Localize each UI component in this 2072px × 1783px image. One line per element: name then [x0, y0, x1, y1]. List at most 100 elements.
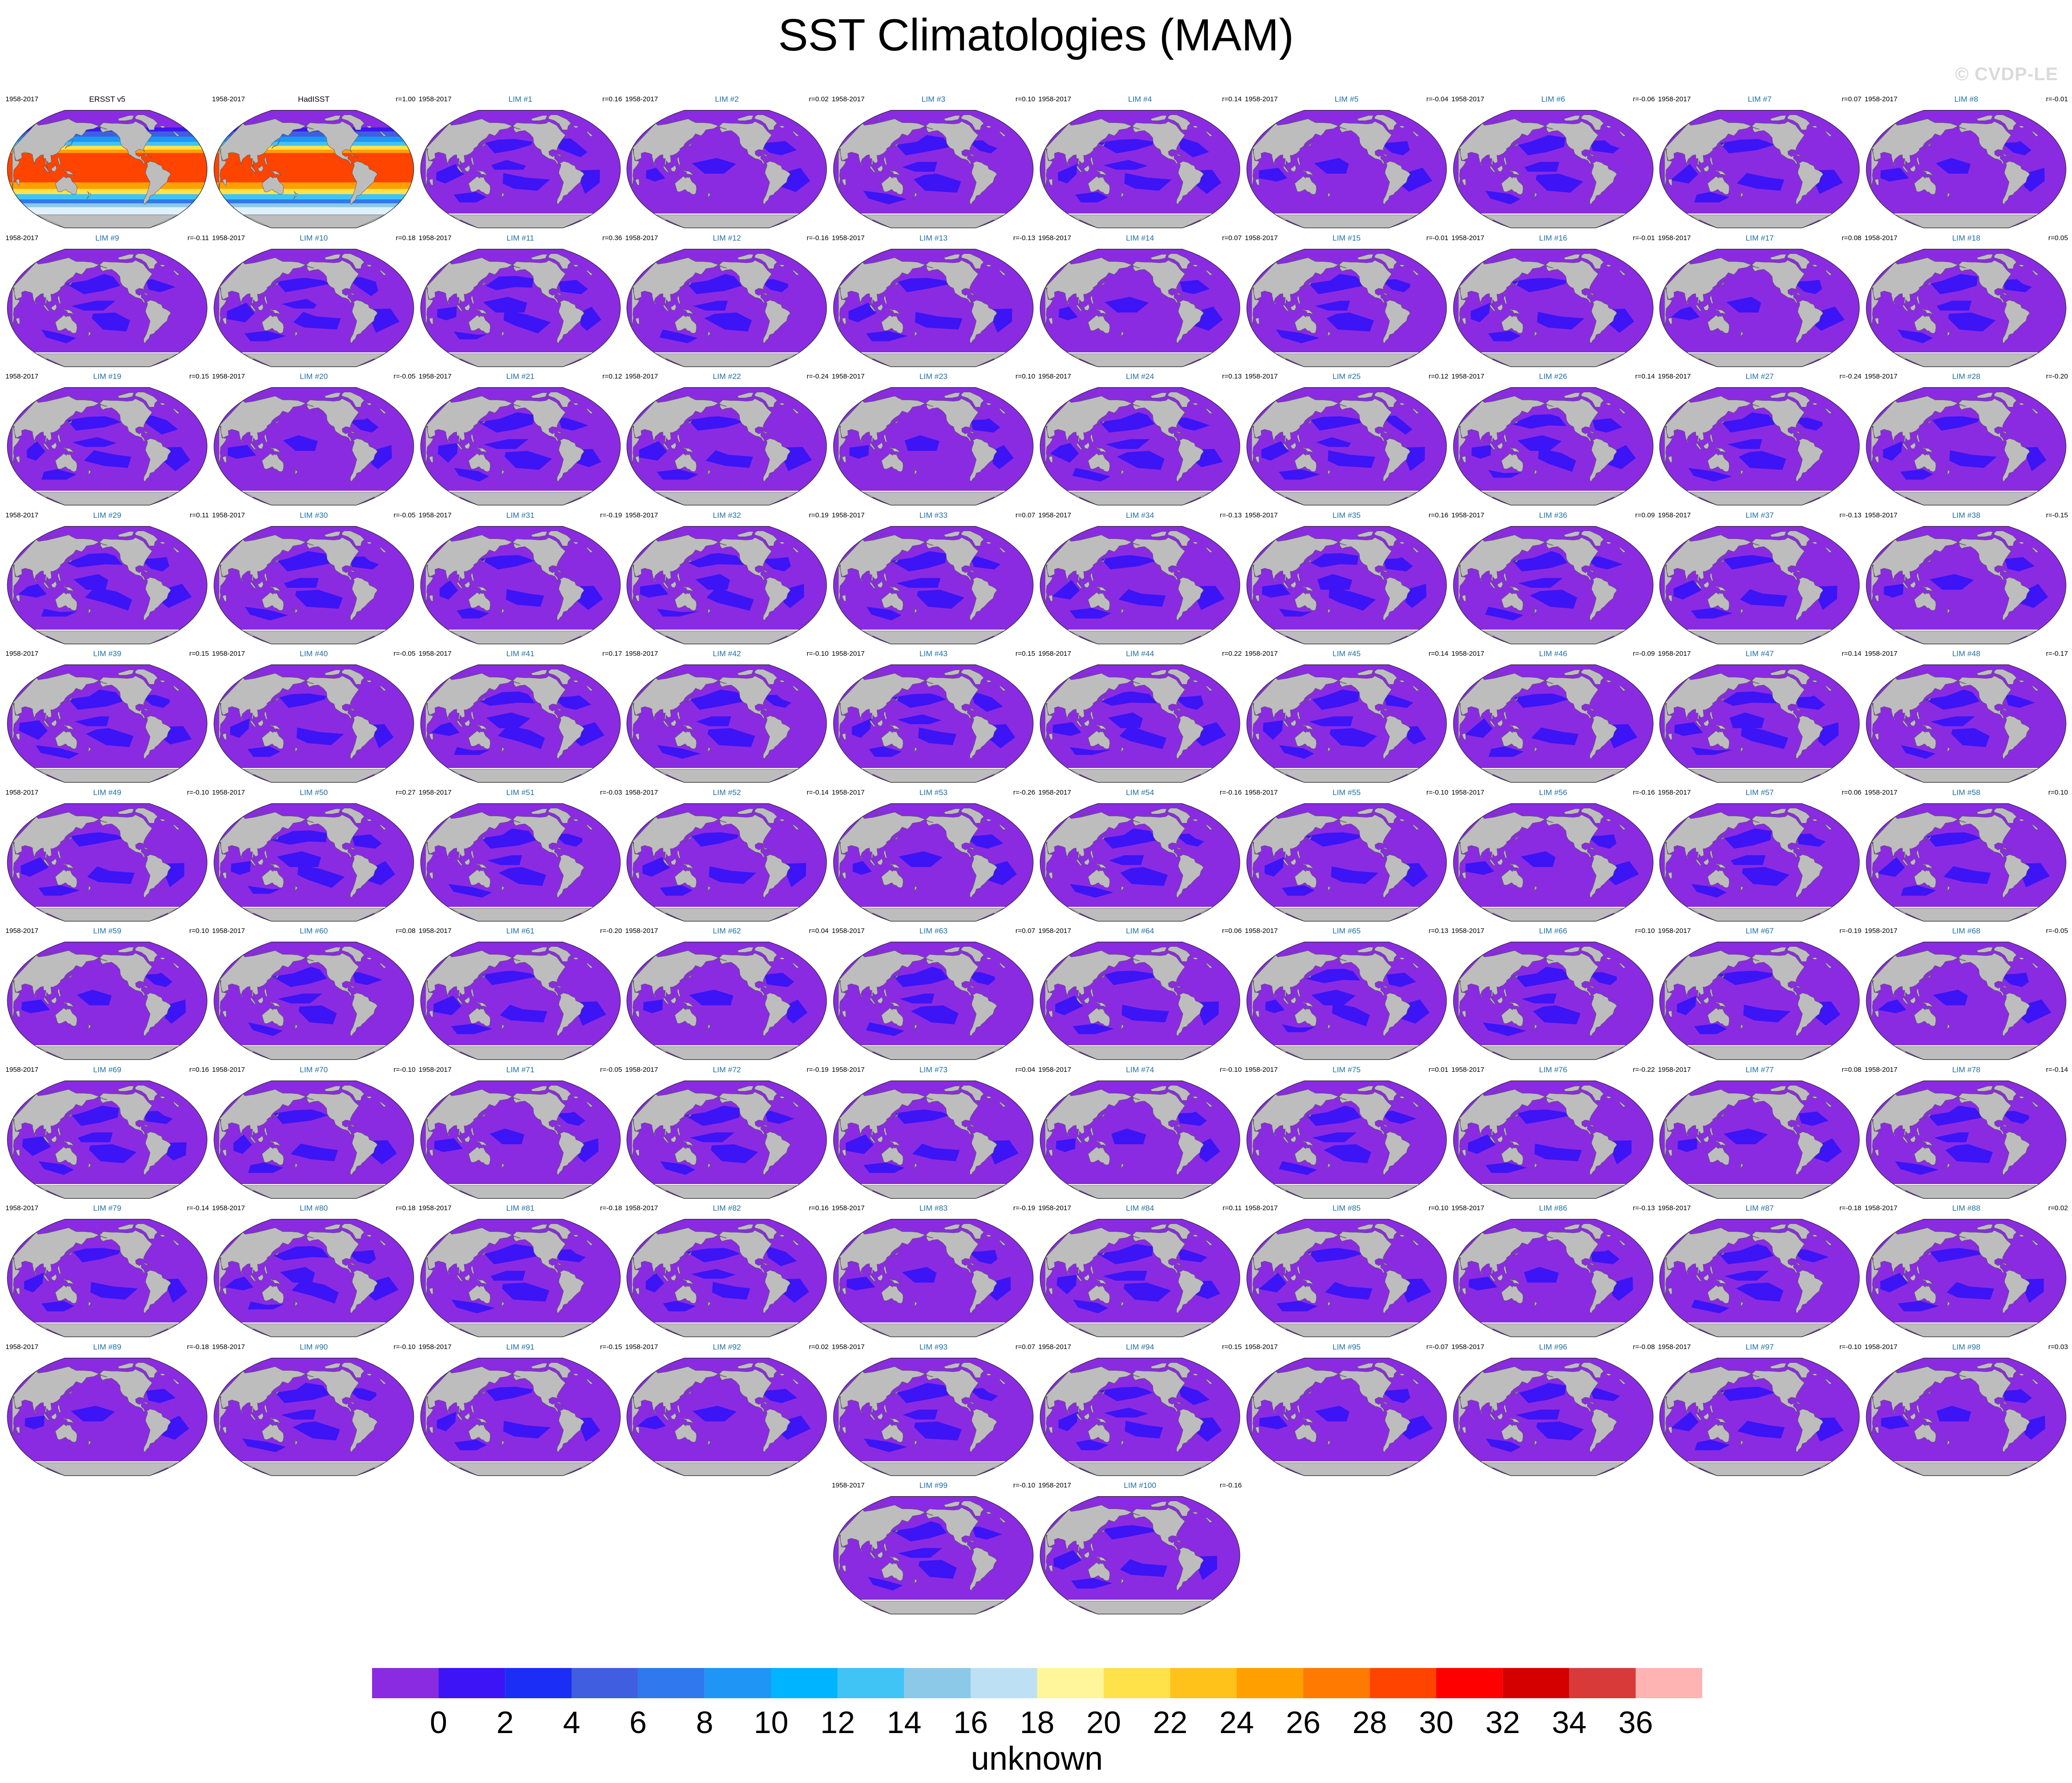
panel-title: LIM #21: [506, 372, 535, 381]
land-mass: [719, 819, 727, 823]
land-mass: [763, 431, 769, 433]
land-mass: [557, 570, 563, 572]
world-map: [833, 248, 1034, 367]
land-mass: [264, 850, 268, 859]
map-panel: 1958-2017 LIM #23 r=0.10: [831, 373, 1036, 510]
antarctica: [242, 769, 385, 783]
land-mass: [1044, 257, 1132, 307]
land-mass: [34, 163, 36, 165]
land-mass: [86, 468, 91, 477]
land-mass: [1618, 408, 1626, 414]
land-mass: [869, 165, 876, 173]
land-mass: [970, 715, 998, 759]
land-mass: [306, 121, 359, 165]
land-mass: [1770, 254, 1787, 260]
world-map: [1246, 526, 1447, 644]
colorbar-box: [904, 1668, 971, 1698]
land-mass: [674, 592, 697, 611]
land-mass: [682, 169, 694, 176]
land-mass: [468, 592, 491, 611]
ocean-anomaly-region: [1512, 551, 1568, 571]
panel-title: LIM #26: [1539, 372, 1568, 381]
land-mass: [1787, 392, 1810, 407]
land-mass: [1132, 403, 1140, 407]
antarctica: [36, 214, 178, 228]
land-mass: [684, 139, 694, 149]
land-mass: [557, 847, 563, 850]
land-mass: [1902, 443, 1909, 450]
land-mass: [1738, 191, 1744, 199]
land-mass: [350, 438, 378, 482]
land-mass: [341, 392, 365, 407]
land-mass: [1871, 673, 1959, 723]
land-mass: [1796, 299, 1824, 344]
world-map: [420, 248, 621, 367]
panel-period: 1958-2017: [1038, 95, 1071, 103]
land-mass: [755, 253, 778, 269]
land-mass: [891, 417, 900, 427]
land-mass: [883, 157, 888, 165]
ocean-anomaly-region: [849, 445, 869, 459]
ocean-anomaly-region: [1723, 691, 1779, 706]
land-mass: [57, 711, 61, 720]
sst-band: [214, 188, 414, 194]
colorbar-box: [1170, 1668, 1237, 1698]
panel-period: 1958-2017: [418, 234, 452, 242]
land-mass: [1412, 131, 1420, 137]
land-mass: [86, 329, 91, 338]
panel-correlation: r=-0.06: [1633, 95, 1655, 103]
antarctica: [1895, 769, 2038, 783]
land-mass: [11, 534, 99, 585]
sst-band: [214, 203, 414, 208]
land-mass: [1084, 165, 1090, 172]
land-mass: [1511, 555, 1520, 565]
land-mass: [1150, 254, 1167, 260]
antarctica: [1069, 214, 1211, 228]
land-mass: [1871, 395, 1959, 446]
land-mass: [1382, 715, 1411, 759]
land-mass: [468, 869, 491, 888]
land-mass: [755, 392, 778, 407]
land-mass: [2018, 680, 2025, 683]
land-mass: [1924, 417, 1933, 427]
land-mass: [2032, 685, 2039, 691]
land-mass: [1590, 708, 1595, 711]
land-mass: [63, 862, 75, 869]
ocean-anomaly-region: [453, 331, 487, 339]
land-mass: [763, 292, 769, 295]
land-mass: [1339, 265, 1347, 268]
ocean-anomaly-region: [1529, 589, 1577, 609]
land-mass: [912, 468, 917, 477]
land-mass: [1511, 139, 1520, 149]
panel-title: LIM #32: [713, 510, 741, 520]
ocean-anomaly-region: [1101, 554, 1156, 570]
land-mass: [1545, 542, 1553, 545]
land-mass: [271, 417, 280, 427]
colorbar-box: [439, 1668, 505, 1698]
land-mass: [755, 807, 778, 823]
land-mass: [65, 139, 74, 149]
land-mass: [926, 259, 979, 303]
panel-period: 1958-2017: [1864, 95, 1897, 103]
panel-correlation: r=0.02: [809, 95, 829, 103]
ocean-anomaly-region: [1691, 608, 1733, 619]
land-mass: [2002, 576, 2030, 621]
land-mass: [1382, 299, 1411, 344]
land-mass: [1893, 578, 1895, 582]
land-mass: [1339, 403, 1347, 407]
land-mass: [1357, 254, 1374, 260]
land-mass: [877, 442, 883, 450]
land-mass: [1168, 669, 1191, 685]
antarctica: [1069, 353, 1211, 367]
world-map: [7, 526, 208, 644]
land-mass: [891, 694, 900, 704]
land-mass: [889, 724, 901, 730]
land-mass: [65, 278, 74, 288]
ocean-anomaly-region: [892, 693, 947, 708]
land-mass: [249, 165, 257, 173]
ocean-anomaly-region: [18, 583, 47, 598]
map-outline: [1866, 664, 2067, 783]
map-outline: [7, 110, 208, 228]
land-mass: [448, 578, 449, 582]
land-mass: [365, 403, 373, 406]
